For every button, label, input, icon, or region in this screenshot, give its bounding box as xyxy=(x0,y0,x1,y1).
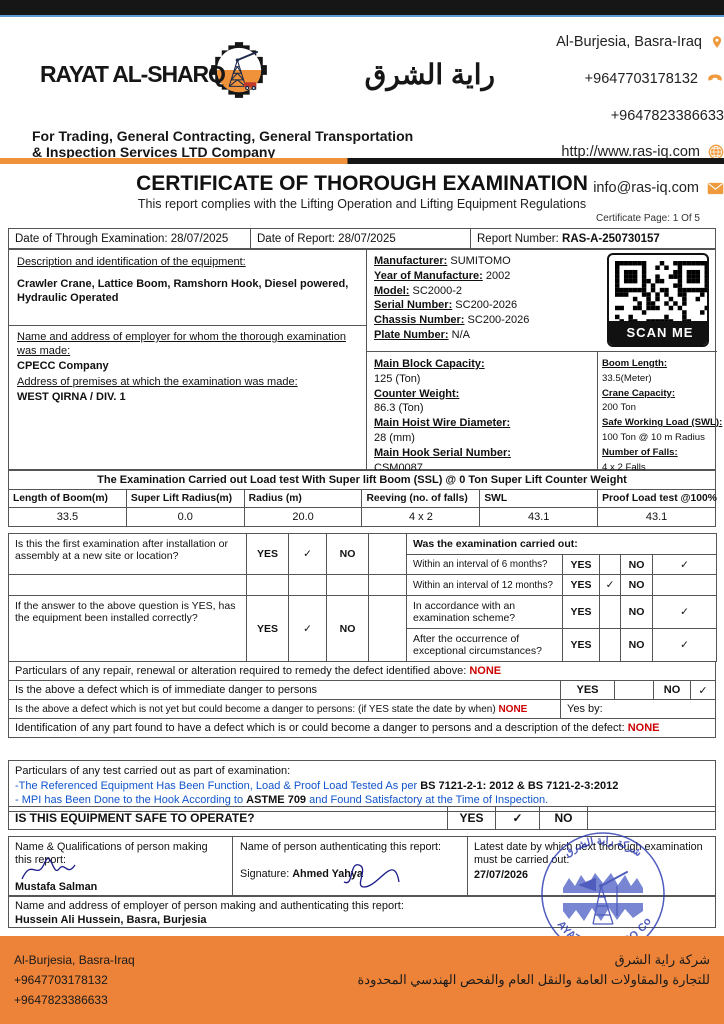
svg-text:شركة راية الشرق: شركة راية الشرق xyxy=(562,835,644,860)
svg-text:RAYAT AL-SHARQ: RAYAT AL-SHARQ xyxy=(40,61,225,87)
